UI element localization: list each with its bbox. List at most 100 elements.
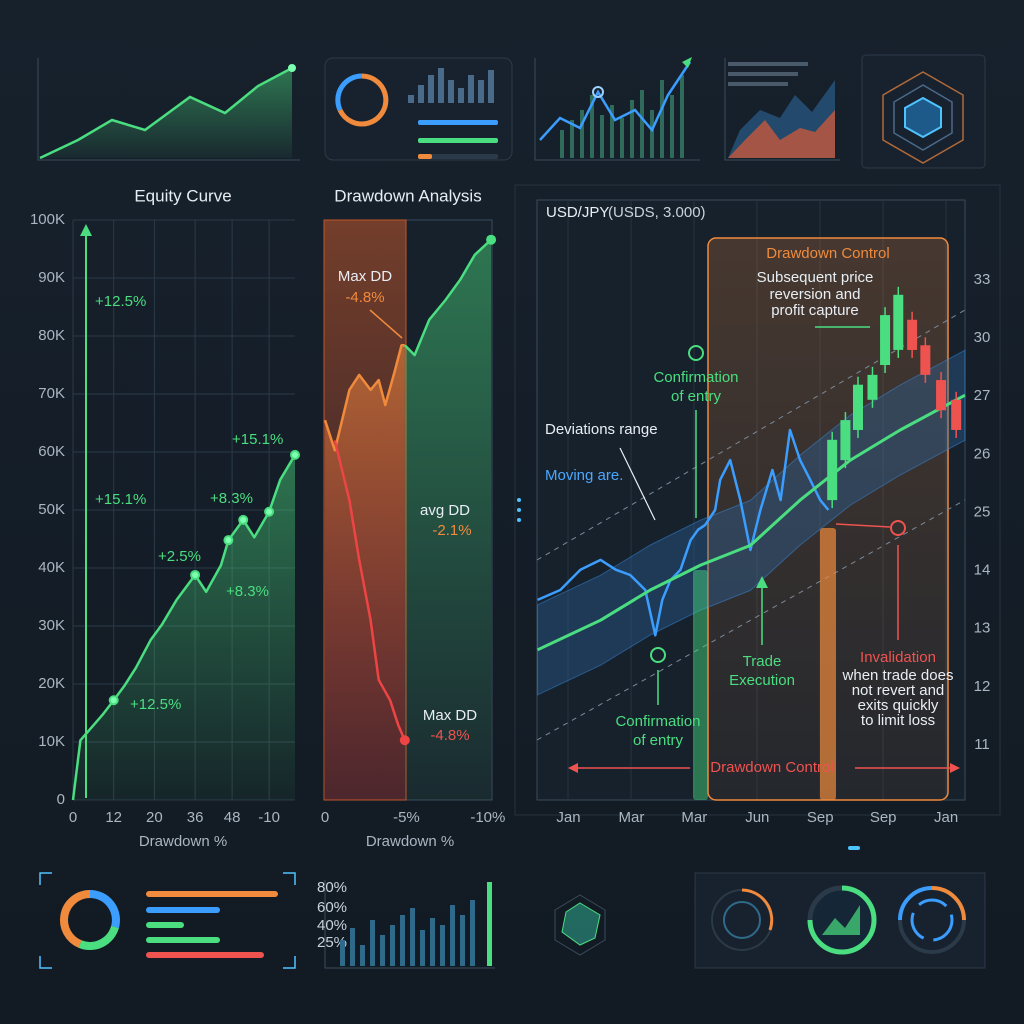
- candle: [867, 374, 878, 400]
- x-tick-label: -10: [258, 809, 280, 826]
- x-tick-label: -10%: [470, 809, 505, 826]
- widget-progress: [146, 907, 220, 913]
- point: [399, 735, 410, 746]
- widget-frame: [324, 880, 495, 969]
- chart-title: Drawdown Analysis: [334, 186, 481, 205]
- x-tick-label: 12: [105, 809, 122, 826]
- widget-bar: [468, 75, 474, 103]
- annotation: profit capture: [771, 302, 859, 319]
- widget-bar: [487, 882, 492, 966]
- candle: [893, 294, 904, 350]
- y-tick-label: 33: [974, 271, 991, 288]
- annotation: Execution: [729, 672, 795, 689]
- annotation: Drawdown Control: [766, 245, 889, 262]
- annotation: Deviations range: [545, 421, 658, 438]
- widget-label: 80%: [317, 879, 347, 896]
- widget-radar: [561, 902, 601, 946]
- x-tick-label: Mar: [618, 809, 644, 826]
- marker-ring: [688, 345, 704, 361]
- annotation: reversion and: [770, 286, 861, 303]
- y-tick-label: 26: [974, 445, 991, 462]
- dot: [517, 508, 521, 512]
- candle: [907, 319, 918, 350]
- x-tick-label: -5%: [393, 809, 420, 826]
- widget-dot: [288, 64, 296, 72]
- widget-ring-arc: [741, 888, 774, 931]
- execution-bar: [693, 570, 708, 800]
- widget-bars: [340, 900, 475, 966]
- arrow: [619, 447, 656, 521]
- marker-ring: [650, 647, 666, 663]
- x-axis-label: Drawdown %: [139, 833, 227, 850]
- invalidation-bar: [820, 528, 836, 800]
- arrow-head: [756, 576, 768, 588]
- widget-ring-arc: [931, 886, 966, 921]
- annotation: Drawdown Control: [710, 759, 833, 776]
- widget-progress: [418, 154, 432, 159]
- y-tick-label: 14: [974, 562, 991, 579]
- y-tick-label: 40K: [38, 559, 65, 576]
- y-tick-label: 70K: [38, 385, 65, 402]
- widget-bar: [448, 80, 454, 103]
- widget-radar: [554, 894, 606, 956]
- widget-frame: [37, 58, 300, 161]
- widget-area: [822, 905, 860, 935]
- widget-card: [324, 57, 513, 161]
- dot: [517, 498, 521, 502]
- area-fill: [325, 345, 405, 800]
- dot: [517, 518, 521, 522]
- widget-stripe: [728, 72, 798, 76]
- widget-label: 25%: [317, 934, 347, 951]
- annotation: -2.1%: [432, 522, 471, 539]
- candle: [880, 315, 891, 365]
- widget-hex: [882, 71, 964, 164]
- widget-stripe: [728, 82, 788, 86]
- widget-bar: [478, 80, 484, 103]
- annotation: Max DD: [423, 707, 477, 724]
- chart-title: Equity Curve: [134, 186, 231, 205]
- x-tick-label: 48: [224, 809, 241, 826]
- arrow: [369, 309, 403, 339]
- annotation: +12.5%: [95, 293, 146, 310]
- annotation: of entry: [671, 388, 722, 405]
- annotation: avg DD: [420, 502, 470, 519]
- annotation: Subsequent price: [757, 269, 874, 286]
- annotation: Confirmation: [615, 713, 700, 730]
- widget-bar: [428, 75, 434, 103]
- plots: 0 10K 20K 30K 40K 50K 60K 70K 80K 90K 100K 0 12 20 36 4…: [30, 211, 990, 826]
- y-tick-label: 0: [57, 791, 65, 808]
- widget-progress: [418, 138, 498, 143]
- y-tick-label: 12: [974, 678, 991, 695]
- widget-progress: [418, 154, 498, 159]
- widget-progress: [146, 937, 220, 943]
- y-tick-label: 30K: [38, 617, 65, 634]
- widget-ring-arc: [335, 73, 363, 112]
- widget-bar: [488, 70, 494, 103]
- candle: [827, 439, 838, 501]
- widget-label: 60%: [317, 899, 347, 916]
- widget-progress: [146, 922, 184, 928]
- annotation: Invalidation: [860, 649, 936, 666]
- candle: [920, 345, 931, 375]
- channel-line: [536, 309, 966, 561]
- y-tick-label: 50K: [38, 501, 65, 518]
- y-tick-label: 30: [974, 329, 991, 346]
- candle: [951, 399, 962, 430]
- y-tick-label: 80K: [38, 327, 65, 344]
- x-tick-label: 0: [69, 809, 77, 826]
- annotation: of entry: [633, 732, 684, 749]
- candle: [840, 420, 851, 461]
- widget-corner: [39, 872, 296, 969]
- y-tick-label: 13: [974, 620, 991, 637]
- widget-line: [39, 66, 293, 160]
- widget-progress: [146, 891, 278, 897]
- annotation: Confirmation: [653, 369, 738, 386]
- y-tick-label: 90K: [38, 269, 65, 286]
- point: [190, 569, 201, 580]
- x-axis-label: Drawdown %: [366, 833, 454, 850]
- widget-area: [728, 110, 835, 158]
- widget-arrow: [682, 57, 692, 68]
- widget-ring-arc: [78, 925, 119, 950]
- widget-frame: [534, 58, 700, 161]
- widget-progress: [418, 120, 498, 125]
